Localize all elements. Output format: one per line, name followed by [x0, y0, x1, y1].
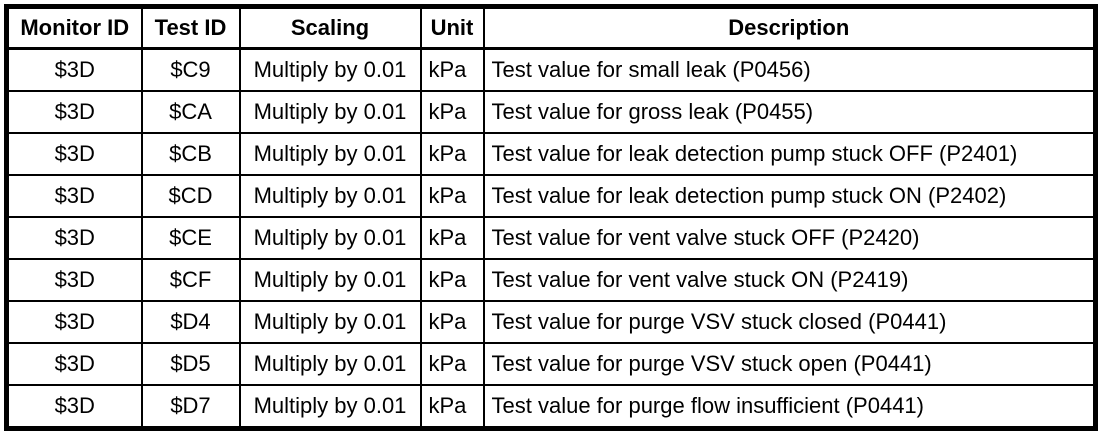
table-row: $3D $C9 Multiply by 0.01 kPa Test value … — [5, 47, 1097, 92]
column-header-scaling: Scaling — [238, 5, 422, 50]
cell-unit: kPa — [419, 47, 485, 92]
cell-monitor-id: $3D — [5, 342, 143, 386]
cell-scaling: Multiply by 0.01 — [238, 342, 422, 386]
cell-monitor-id: $3D — [5, 384, 143, 430]
cell-description: Test value for vent valve stuck ON (P241… — [482, 258, 1097, 302]
table-row: $3D $CB Multiply by 0.01 kPa Test value … — [5, 132, 1097, 176]
test-id-table: Monitor ID Test ID Scaling Unit Descript… — [4, 4, 1098, 431]
cell-unit: kPa — [419, 342, 485, 386]
cell-scaling: Multiply by 0.01 — [238, 216, 422, 260]
cell-scaling: Multiply by 0.01 — [238, 132, 422, 176]
cell-unit: kPa — [419, 216, 485, 260]
cell-test-id: $D7 — [140, 384, 241, 430]
table-row: $3D $CF Multiply by 0.01 kPa Test value … — [5, 258, 1097, 302]
cell-scaling: Multiply by 0.01 — [238, 47, 422, 92]
cell-unit: kPa — [419, 132, 485, 176]
cell-monitor-id: $3D — [5, 174, 143, 218]
cell-test-id: $C9 — [140, 47, 241, 92]
cell-monitor-id: $3D — [5, 47, 143, 92]
cell-monitor-id: $3D — [5, 258, 143, 302]
cell-monitor-id: $3D — [5, 216, 143, 260]
cell-test-id: $D5 — [140, 342, 241, 386]
cell-description: Test value for purge flow insufficient (… — [482, 384, 1097, 430]
column-header-unit: Unit — [419, 5, 485, 50]
cell-test-id: $CD — [140, 174, 241, 218]
cell-unit: kPa — [419, 384, 485, 430]
cell-scaling: Multiply by 0.01 — [238, 300, 422, 344]
cell-test-id: $D4 — [140, 300, 241, 344]
cell-test-id: $CE — [140, 216, 241, 260]
table-row: $3D $CA Multiply by 0.01 kPa Test value … — [5, 90, 1097, 134]
cell-test-id: $CF — [140, 258, 241, 302]
table-row: $3D $D5 Multiply by 0.01 kPa Test value … — [5, 342, 1097, 386]
cell-test-id: $CA — [140, 90, 241, 134]
table-row: $3D $D7 Multiply by 0.01 kPa Test value … — [5, 384, 1097, 430]
cell-scaling: Multiply by 0.01 — [238, 90, 422, 134]
cell-description: Test value for leak detection pump stuck… — [482, 174, 1097, 218]
cell-description: Test value for leak detection pump stuck… — [482, 132, 1097, 176]
cell-monitor-id: $3D — [5, 90, 143, 134]
cell-unit: kPa — [419, 174, 485, 218]
cell-test-id: $CB — [140, 132, 241, 176]
cell-monitor-id: $3D — [5, 300, 143, 344]
cell-unit: kPa — [419, 300, 485, 344]
table-row: $3D $CD Multiply by 0.01 kPa Test value … — [5, 174, 1097, 218]
table-row: $3D $CE Multiply by 0.01 kPa Test value … — [5, 216, 1097, 260]
cell-description: Test value for vent valve stuck OFF (P24… — [482, 216, 1097, 260]
column-header-monitor-id: Monitor ID — [5, 5, 143, 50]
cell-unit: kPa — [419, 90, 485, 134]
table-row: $3D $D4 Multiply by 0.01 kPa Test value … — [5, 300, 1097, 344]
header-row: Monitor ID Test ID Scaling Unit Descript… — [5, 5, 1097, 50]
cell-monitor-id: $3D — [5, 132, 143, 176]
cell-unit: kPa — [419, 258, 485, 302]
cell-description: Test value for purge VSV stuck closed (P… — [482, 300, 1097, 344]
cell-scaling: Multiply by 0.01 — [238, 258, 422, 302]
cell-description: Test value for gross leak (P0455) — [482, 90, 1097, 134]
column-header-description: Description — [482, 5, 1097, 50]
cell-scaling: Multiply by 0.01 — [238, 174, 422, 218]
cell-scaling: Multiply by 0.01 — [238, 384, 422, 430]
cell-description: Test value for small leak (P0456) — [482, 47, 1097, 92]
column-header-test-id: Test ID — [140, 5, 241, 50]
cell-description: Test value for purge VSV stuck open (P04… — [482, 342, 1097, 386]
